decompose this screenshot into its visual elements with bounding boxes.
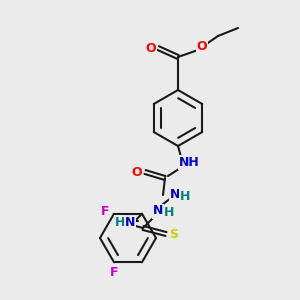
Text: O: O [146,41,156,55]
Text: N: N [170,188,180,202]
Text: N: N [125,217,135,230]
Text: H: H [164,206,174,218]
Text: N: N [153,205,163,218]
Text: O: O [132,166,142,178]
Text: S: S [169,227,178,241]
Text: O: O [197,40,207,53]
Text: H: H [180,190,190,202]
Text: F: F [110,266,118,279]
Text: NH: NH [178,155,200,169]
Text: H: H [115,215,125,229]
Text: F: F [101,205,109,218]
